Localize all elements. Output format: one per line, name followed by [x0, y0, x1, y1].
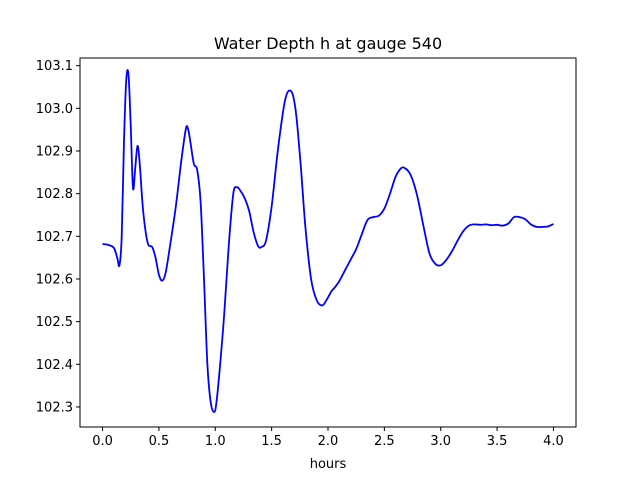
y-tick-label: 102.3: [36, 400, 73, 415]
x-tick-label: 0.0: [92, 434, 113, 449]
y-tick-label: 102.8: [36, 187, 73, 202]
y-tick-label: 102.9: [36, 144, 73, 159]
x-tick-label: 3.5: [487, 434, 508, 449]
y-tick-label: 102.5: [36, 315, 73, 330]
x-axis-label: hours: [310, 457, 347, 472]
x-axis: 0.0 0.5 1.0 1.5 2.0 2.5 3.0 3.5 4.0: [92, 427, 564, 449]
x-tick-label: 1.5: [261, 434, 282, 449]
x-tick-label: 3.0: [430, 434, 451, 449]
y-axis: 102.3 102.4 102.5 102.6 102.7 102.8 102.9 103.0…: [36, 59, 80, 415]
chart-title: Water Depth h at gauge 540: [214, 34, 442, 53]
x-tick-label: 2.0: [318, 434, 339, 449]
y-tick-label: 103.0: [36, 102, 73, 117]
y-tick-label: 102.4: [36, 358, 73, 373]
x-tick-label: 1.0: [205, 434, 226, 449]
x-tick-label: 4.0: [543, 434, 564, 449]
plot-frame: [79, 57, 577, 428]
x-tick-label: 0.5: [149, 434, 170, 449]
y-tick-label: 103.1: [36, 59, 73, 74]
x-tick-label: 2.5: [374, 434, 395, 449]
series-line: [102, 69, 554, 413]
series-layer: [102, 69, 554, 413]
y-tick-label: 102.7: [36, 230, 73, 245]
y-tick-label: 102.6: [36, 272, 73, 287]
